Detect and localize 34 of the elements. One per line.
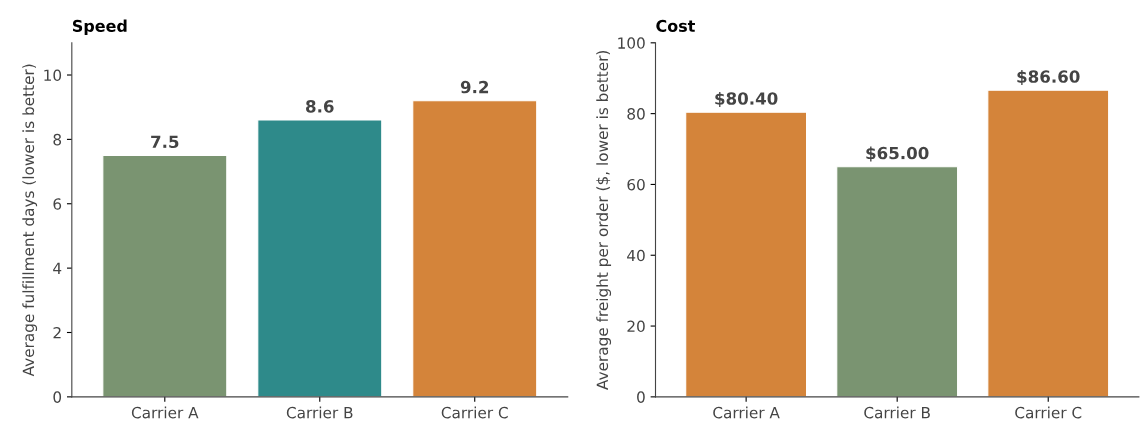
chart-title: Cost — [656, 19, 695, 32]
x-tick-label: Carrier A — [131, 406, 199, 419]
y-tick-label: 60 — [627, 178, 645, 191]
y-tick-label: 4 — [53, 262, 62, 274]
bar — [257, 119, 383, 397]
x-tick-label: Carrier C — [1015, 406, 1082, 419]
data-label: 9.2 — [460, 80, 489, 94]
bar — [102, 154, 228, 397]
x-tick-label: Carrier B — [864, 406, 930, 419]
data-label: 8.6 — [306, 100, 334, 113]
y-axis-title: Average freight per order ($, lower is better) — [596, 50, 612, 390]
data-label: 7.5 — [151, 135, 179, 149]
y-tick-label: 8 — [53, 133, 62, 146]
y-tick-label: 40 — [627, 249, 645, 262]
bar — [987, 89, 1110, 397]
x-tick-label: Carrier C — [441, 406, 508, 419]
data-label: $86.60 — [1017, 69, 1080, 86]
y-tick-label: 10 — [44, 69, 62, 82]
y-tick-label: 100 — [618, 37, 645, 49]
x-tick-label: Carrier A — [713, 406, 780, 419]
data-label: $80.40 — [715, 91, 778, 108]
y-tick-label: 0 — [53, 391, 62, 403]
bar — [412, 100, 538, 397]
y-tick-label: 20 — [627, 320, 645, 333]
y-tick-label: 80 — [627, 108, 645, 120]
chart-title: Speed — [72, 19, 127, 36]
bar — [836, 166, 959, 397]
y-tick-label: 0 — [637, 391, 645, 403]
y-tick-label: 6 — [53, 198, 62, 210]
data-label: $65.00 — [866, 146, 929, 162]
x-tick-label: Carrier B — [286, 406, 353, 419]
bar — [685, 111, 808, 397]
y-tick-label: 2 — [53, 326, 61, 339]
y-axis-title: Average fulfillment days (lower is better) — [22, 64, 38, 377]
